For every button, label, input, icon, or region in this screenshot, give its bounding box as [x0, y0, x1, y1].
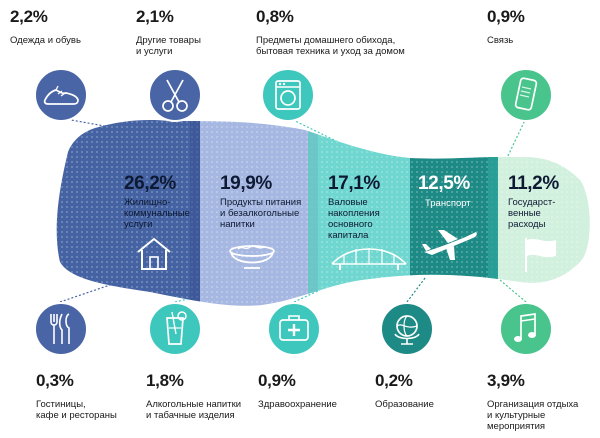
segment-4-label: Транспорт [425, 198, 471, 209]
segment-edge-1 [190, 119, 200, 306]
item-other-goods-label: Другие товары и услуги [136, 35, 201, 57]
item-leisure-value: 3,9% [487, 371, 525, 390]
segment-4-value: 12,5% [418, 173, 470, 194]
flag-icon [525, 238, 556, 272]
item-education-value: 0,2% [375, 371, 413, 390]
phone-icon [514, 77, 538, 111]
cutlery-icon [50, 313, 70, 344]
scissors-circle [148, 68, 202, 122]
item-clothing-value: 2,2% [10, 7, 48, 26]
segment-5-value: 11,2% [508, 173, 559, 194]
item-communication-value: 0,9% [487, 7, 525, 26]
connector-line [499, 279, 527, 303]
segment-1-value: 26,2% [124, 173, 176, 194]
cocktail-circle [148, 302, 202, 356]
sneaker-circle [34, 68, 88, 122]
segment-edge-4 [488, 119, 498, 306]
item-alcohol-label: Алкогольные напитки и табачные изделия [146, 399, 242, 421]
item-alcohol-value: 1,8% [146, 371, 184, 390]
connector-line [293, 289, 321, 303]
foot-heel [580, 180, 590, 262]
item-other-goods-value: 2,1% [136, 7, 174, 26]
item-household-value: 0,8% [256, 7, 294, 26]
washing-machine-circle [261, 68, 315, 122]
segment-3-value: 17,1% [328, 173, 380, 194]
segment-1-label: Жилищно- коммунальные услуги [124, 197, 190, 230]
item-education-label: Образование [375, 399, 434, 410]
item-health-value: 0,9% [258, 371, 296, 390]
airplane-icon [422, 230, 477, 260]
connector-line [505, 117, 527, 161]
washing-machine-icon [275, 80, 301, 110]
item-leisure-label: Организация отдыха и культурные мероприя… [487, 399, 579, 432]
scissors-icon [162, 79, 188, 112]
first-aid-icon [279, 315, 309, 341]
connector-line [59, 284, 111, 303]
cutlery-circle [34, 302, 88, 356]
phone-circle [499, 68, 553, 122]
music-note-icon [514, 313, 536, 342]
segment-3-label: Валовые накопления основного капитала [328, 197, 380, 241]
house-icon [137, 237, 171, 270]
food-bowl-icon [229, 245, 275, 269]
sneaker-icon [43, 85, 79, 105]
connector-line [406, 277, 426, 303]
item-household-label: Предметы домашнего обихода, бытовая техн… [256, 35, 405, 57]
globe-icon [394, 315, 420, 345]
item-hotels-label: Гостиницы, кафе и рестораны [36, 399, 117, 421]
segment-2-label: Продукты питания и безалкогольные напитк… [220, 197, 302, 230]
item-clothing-label: Одежда и обувь [10, 35, 81, 46]
item-hotels-value: 0,3% [36, 371, 74, 390]
item-health-label: Здравоохранение [258, 399, 337, 410]
globe-circle [380, 302, 434, 356]
segment-2-value: 19,9% [220, 173, 272, 194]
segment-edge-3 [308, 119, 318, 306]
music-note-circle [499, 302, 553, 356]
cocktail-icon [166, 311, 187, 345]
segment-5-label: Государст- венные расходы [508, 197, 556, 230]
bridge-icon [331, 248, 407, 270]
first-aid-circle [267, 302, 321, 356]
item-communication-label: Связь [487, 35, 514, 46]
